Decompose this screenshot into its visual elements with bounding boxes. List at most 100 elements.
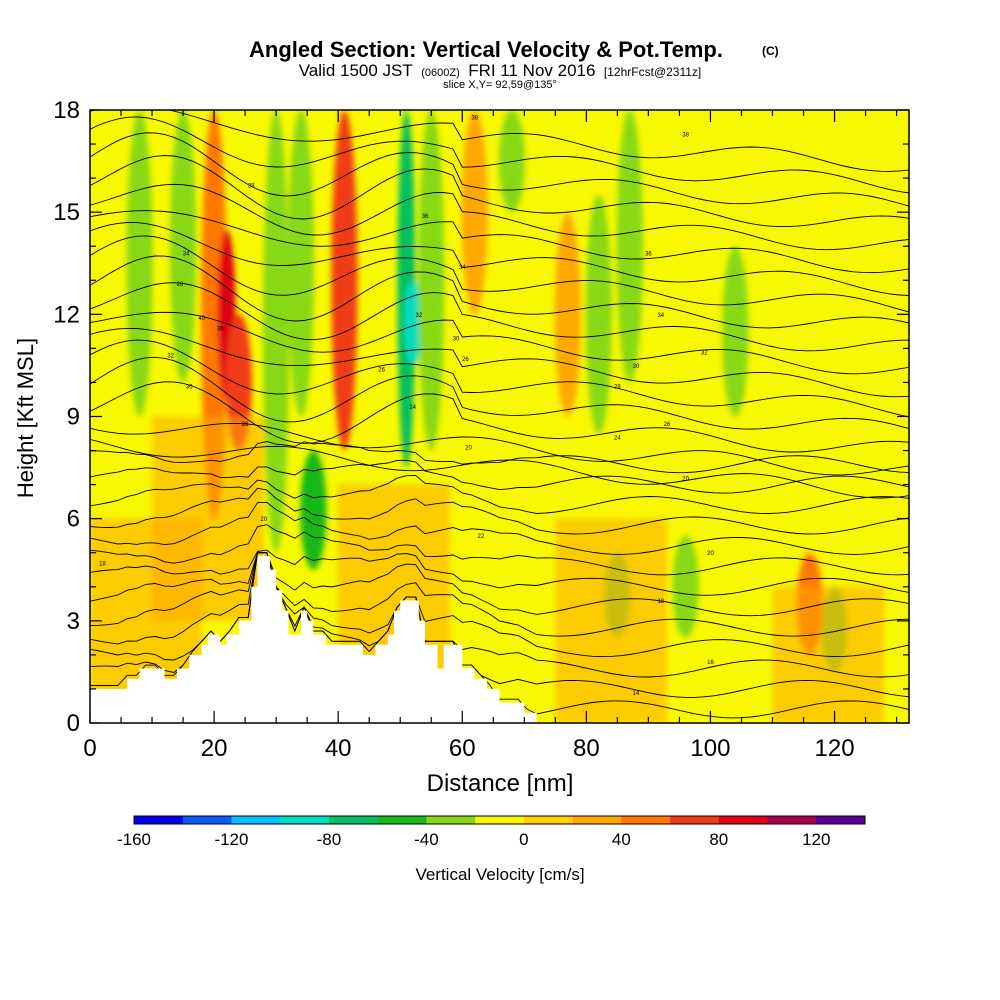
theta-contour-line	[90, 552, 909, 637]
theta-label: 40	[198, 316, 205, 322]
y-tick-label: 0	[67, 710, 80, 737]
theta-contour-line	[90, 552, 909, 617]
theta-label: 28	[614, 384, 621, 390]
velocity-cell	[616, 110, 643, 383]
theta-label: 36	[645, 252, 652, 258]
theta-label: 26	[664, 422, 671, 428]
colorbar: -160 -120 -80 -40 0 40 80 120	[117, 815, 866, 849]
theta-contour-line	[90, 501, 909, 555]
colorbar-label: Vertical Velocity [cm/s]	[415, 865, 584, 884]
theta-label: 26	[462, 357, 469, 363]
y-tick-label: 6	[67, 506, 80, 533]
velocity-cell	[498, 110, 525, 213]
theta-contour-labels: 18 20 22 26 30 32 40 36 28 34 38 36 34 32 30 26 26 24 20 38…	[99, 115, 714, 697]
theta-contour-line	[90, 222, 909, 296]
colorbar-swatch	[621, 816, 671, 824]
colorbar-frame	[133, 815, 866, 825]
theta-label: 38	[248, 183, 255, 189]
theta-contour-line	[90, 282, 909, 352]
theta-contour-line	[90, 110, 909, 172]
velocity-cell	[397, 110, 416, 468]
theta-contour-line	[90, 524, 909, 576]
subtitle-valid: Valid 1500 JST	[299, 61, 413, 80]
colorbar-swatch	[231, 816, 281, 824]
x-tick-label: 100	[690, 735, 730, 762]
velocity-cell	[672, 535, 699, 638]
colorbar-swatch	[523, 816, 574, 824]
y-axis-label: Height [Kft MSL]	[13, 338, 38, 498]
theta-label: 32	[167, 354, 174, 360]
colorbar-tick-label: 40	[612, 830, 631, 849]
colorbar-swatch	[718, 816, 769, 824]
theta-contours	[90, 110, 909, 719]
colorbar-tick-label: -40	[414, 830, 439, 849]
velocity-band	[555, 518, 668, 723]
chart-title: Angled Section: Vertical Velocity & Pot.…	[249, 37, 723, 62]
slice-label: slice X,Y= 92,59@135°	[443, 79, 557, 91]
theta-contour-line	[90, 311, 909, 375]
colorbar-tick-label: -160	[117, 830, 151, 849]
x-tick-label: 20	[201, 735, 228, 762]
theta-label: 28	[177, 282, 184, 288]
theta-label: 34	[459, 265, 466, 271]
theta-contour-line	[90, 441, 909, 474]
theta-label: 30	[186, 384, 193, 390]
terrain-mask	[90, 556, 909, 723]
y-tick-label: 15	[53, 199, 80, 226]
theta-label: 20	[682, 476, 689, 482]
theta-contour-line	[90, 116, 909, 194]
velocity-cell	[418, 110, 445, 451]
theta-label: 14	[633, 691, 640, 697]
colorbar-tick-label: -80	[317, 830, 342, 849]
colorbar-tick-label: 80	[709, 830, 728, 849]
theta-contour-line	[90, 356, 909, 430]
colorbar-swatch	[816, 816, 866, 824]
x-axis: 0 20 40 60 80 100 120	[83, 110, 898, 762]
theta-label: 32	[415, 313, 422, 319]
colorbar-swatch	[377, 816, 427, 824]
velocity-cell	[403, 280, 422, 366]
colorbar-swatch	[572, 816, 622, 824]
theta-contour-line	[90, 132, 909, 207]
velocity-band	[152, 416, 264, 621]
theta-label: 38	[682, 132, 689, 138]
plot-area: 18 20 22 26 30 32 40 36 28 34 38 36 34 32 30 26 26 24 20 38…	[89, 109, 910, 724]
theta-label: 34	[183, 252, 190, 258]
colorbar-tick-label: 0	[519, 830, 528, 849]
theta-label: 34	[657, 313, 664, 319]
velocity-cell	[461, 110, 488, 315]
theta-label: 18	[657, 599, 664, 605]
y-tick-label: 18	[53, 97, 80, 124]
theta-contour-line	[90, 183, 909, 251]
theta-contour-line	[90, 210, 909, 274]
theta-label: 18	[99, 561, 106, 567]
colorbar-swatch	[182, 816, 232, 824]
theta-label: 30	[633, 364, 640, 370]
colorbar-tick-label: 120	[802, 830, 830, 849]
theta-contour-line	[90, 552, 909, 658]
x-tick-label: 40	[325, 735, 352, 762]
colorbar-swatch	[767, 816, 817, 824]
colorbar-swatch	[426, 816, 476, 824]
theta-contour-line	[90, 422, 909, 476]
theta-label: 26	[242, 422, 249, 428]
theta-label: 36	[422, 214, 429, 220]
theta-contour-line	[90, 459, 909, 494]
theta-contour-line	[90, 549, 909, 596]
velocity-cell	[331, 110, 358, 451]
theta-contour-line	[90, 327, 909, 398]
theta-contour-line	[90, 552, 909, 678]
theta-contour-line	[90, 438, 909, 499]
velocity-cell	[300, 450, 327, 570]
y-tick-label: 9	[67, 404, 80, 431]
subtitle-utc: (0600Z)	[421, 67, 460, 79]
x-axis-label: Distance [nm]	[427, 770, 574, 797]
velocity-band	[772, 586, 885, 723]
colorbar-tick-label: -120	[214, 830, 248, 849]
theta-label: 30	[453, 337, 460, 343]
velocity-cell	[722, 246, 749, 417]
theta-contour-line	[90, 381, 909, 453]
velocity-cell	[554, 212, 581, 417]
theta-label: 26	[378, 367, 385, 373]
